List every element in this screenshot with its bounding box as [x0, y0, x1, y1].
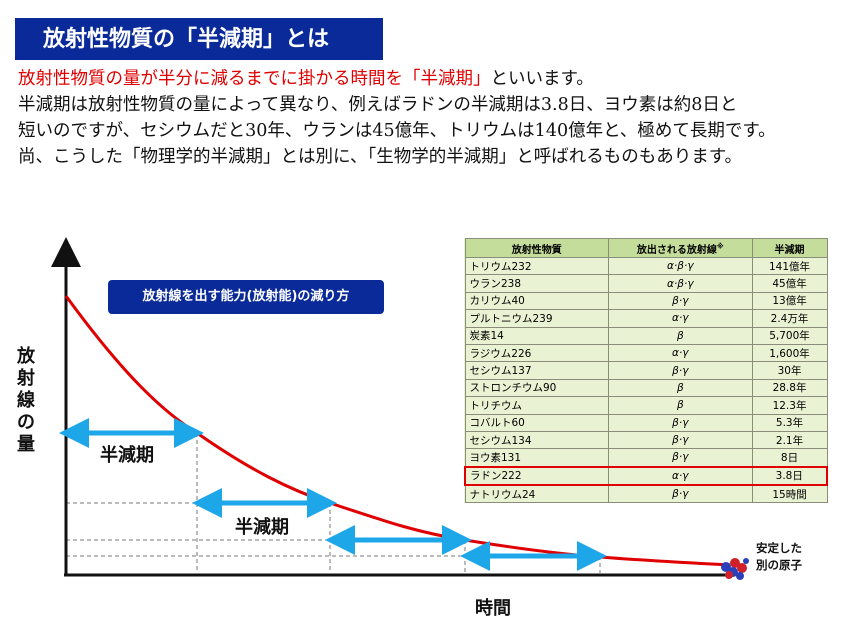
halflife-cell: 8日 — [751, 448, 828, 468]
table-row: カリウム40 β·γ 13億年 — [464, 291, 828, 311]
y-axis-label: 放射線の量 — [17, 346, 35, 455]
table-row: ラジウム226 α·γ 1,600年 — [464, 343, 828, 363]
substance-cell: カリウム40 — [464, 291, 610, 311]
halflife-cell: 5,700年 — [751, 326, 828, 345]
rays-cell: β·γ — [608, 484, 753, 504]
halflife-cell: 15時間 — [751, 484, 828, 504]
halflife-cell: 1,600年 — [751, 343, 828, 363]
col-header-substance: 放射性物質 — [464, 238, 610, 258]
rays-cell: β·γ — [608, 413, 753, 432]
rays-cell: β — [608, 396, 753, 415]
rays-cell: β — [608, 378, 753, 398]
atom-icon — [721, 558, 749, 580]
table-row: ナトリウム24 β·γ 15時間 — [464, 484, 828, 504]
col-header-rays: 放出される放射線※ — [608, 238, 753, 258]
intro-line-2: 半減期は放射性物質の量によって異なり、例えばラドンの半減期は3.8日、ヨウ素は約… — [18, 95, 738, 115]
table-row: 炭素14 β 5,700年 — [464, 326, 828, 345]
rays-cell: β·γ — [608, 430, 753, 450]
substance-cell: 炭素14 — [464, 326, 610, 345]
rays-cell: β·γ — [608, 448, 753, 468]
halflife-label-1: 半減期 — [100, 445, 154, 466]
substance-cell: ラドン222 — [464, 465, 610, 487]
col-header-halflife: 半減期 — [751, 238, 828, 258]
table-row: ラドン222 α·γ 3.8日 — [464, 465, 828, 487]
substance-cell: ウラン238 — [464, 274, 610, 293]
rays-cell: α·γ — [608, 343, 753, 363]
halflife-cell: 13億年 — [751, 291, 828, 311]
intro-line-1: 放射性物質の量が半分に減るまでに掛かる時間を「半減期」といいます。 — [18, 69, 594, 89]
substance-cell: トリウム232 — [464, 256, 610, 276]
stable-atom-label: 安定した 別の原子 — [756, 541, 802, 572]
page-title: 放射性物質の「半減期」とは — [15, 18, 383, 60]
halflife-cell: 12.3年 — [751, 396, 828, 415]
halflife-cell: 2.1年 — [751, 430, 828, 450]
table-header-row: 放射性物質 放出される放射線※ 半減期 — [464, 238, 828, 258]
halflife-cell: 2.4万年 — [751, 309, 828, 328]
rays-cell: α·γ — [608, 465, 753, 487]
halflife-cell: 5.3年 — [751, 413, 828, 432]
substance-cell: プルトニウム239 — [464, 309, 610, 328]
table-row: セシウム137 β·γ 30年 — [464, 361, 828, 380]
substance-cell: ストロンチウム90 — [464, 378, 610, 398]
decay-curve — [64, 295, 731, 567]
substance-cell: ヨウ素131 — [464, 448, 610, 468]
substance-cell: ナトリウム24 — [464, 484, 610, 504]
activity-decay-label: 放射線を出す能力(放射能)の減り方 — [108, 280, 384, 314]
table-row: トリウム232 α·β·γ 141億年 — [464, 256, 828, 276]
substance-cell: セシウム134 — [464, 430, 610, 450]
rays-cell: β — [608, 326, 753, 345]
halflife-cell: 30年 — [751, 361, 828, 380]
x-axis-label: 時間 — [475, 598, 511, 619]
rays-cell: β·γ — [608, 361, 753, 380]
table-row: ウラン238 α·β·γ 45億年 — [464, 274, 828, 293]
table-row: プルトニウム239 α·γ 2.4万年 — [464, 309, 828, 328]
halflife-cell: 28.8年 — [751, 378, 828, 398]
rays-cell: β·γ — [608, 291, 753, 311]
substance-cell: トリチウム — [464, 396, 610, 415]
halflife-label-2: 半減期 — [235, 517, 289, 538]
halflife-cell: 45億年 — [751, 274, 828, 293]
table-row: セシウム134 β·γ 2.1年 — [464, 430, 828, 450]
intro-line-3: 短いのですが、セシウムだと30年、ウランは45億年、トリウムは140億年と、極め… — [18, 121, 776, 141]
intro-line-4: 尚、こうした「物理学的半減期」とは別に、「生物学的半減期」と呼ばれるものもありま… — [18, 147, 742, 167]
halflife-cell: 141億年 — [751, 256, 828, 276]
rays-cell: α·γ — [608, 309, 753, 328]
rays-cell: α·β·γ — [608, 274, 753, 293]
table-body: トリウム232 α·β·γ 141億年 ウラン238 α·β·γ 45億年 カリウム40 β·… — [464, 256, 828, 504]
intro-text: 放射性物質の量が半分に減るまでに掛かる時間を「半減期」といいます。 半減期は放射… — [18, 66, 838, 170]
substance-cell: ラジウム226 — [464, 343, 610, 363]
table-row: ストロンチウム90 β 28.8年 — [464, 378, 828, 398]
substance-cell: セシウム137 — [464, 361, 610, 380]
substance-cell: コバルト60 — [464, 413, 610, 432]
halflife-cell: 3.8日 — [751, 465, 828, 487]
table-row: トリチウム β 12.3年 — [464, 396, 828, 415]
intro-definition: 放射性物質の量が半分に減るまでに掛かる時間を「半減期」 — [18, 69, 491, 89]
table-row: ヨウ素131 β·γ 8日 — [464, 448, 828, 468]
table-row: コバルト60 β·γ 5.3年 — [464, 413, 828, 432]
halflife-arrows — [59, 418, 607, 571]
rays-cell: α·β·γ — [608, 256, 753, 276]
halflife-table: 放射性物質 放出される放射線※ 半減期 トリウム232 α·β·γ 141億年 ウラン… — [464, 238, 828, 504]
